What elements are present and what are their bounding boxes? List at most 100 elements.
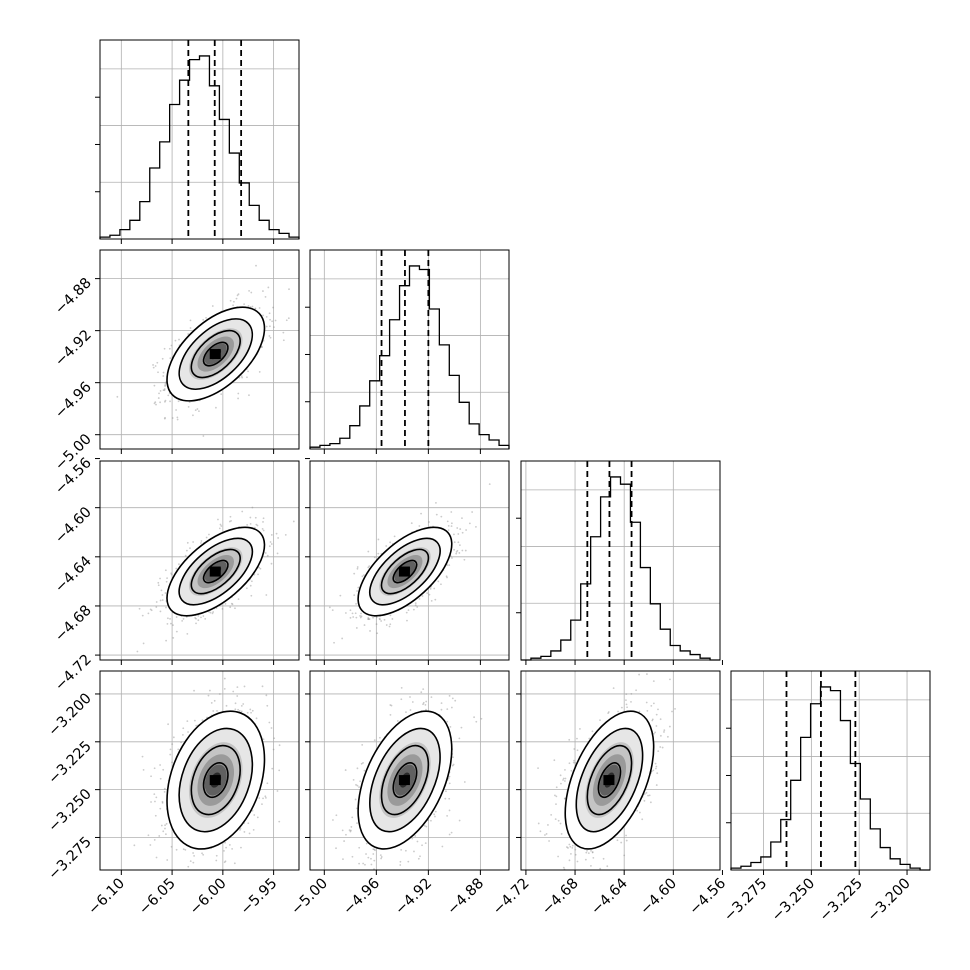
scatter-point bbox=[655, 725, 658, 727]
scatter-point bbox=[339, 594, 342, 597]
scatter-point bbox=[230, 519, 232, 522]
scatter-point bbox=[269, 336, 272, 339]
scatter-point bbox=[377, 538, 380, 541]
y-tick-label: −4.60 bbox=[52, 504, 95, 547]
scatter-point bbox=[270, 727, 273, 729]
scatter-point bbox=[550, 813, 553, 816]
scatter-point bbox=[169, 357, 172, 360]
scatter-point bbox=[389, 713, 392, 716]
scatter-point bbox=[164, 399, 167, 402]
scatter-point bbox=[372, 848, 375, 851]
scatter-point bbox=[356, 822, 358, 825]
scatter-point bbox=[367, 856, 370, 859]
scatter-point bbox=[451, 557, 453, 559]
scatter-point bbox=[370, 857, 372, 860]
scatter-point bbox=[448, 694, 451, 697]
scatter-point bbox=[159, 577, 161, 580]
scatter-point bbox=[560, 782, 562, 785]
scatter-point bbox=[380, 857, 383, 860]
scatter-point bbox=[379, 854, 382, 857]
scatter-point bbox=[201, 852, 203, 855]
x-tick-label: −3.250 bbox=[769, 876, 818, 925]
scatter-point bbox=[389, 704, 392, 706]
scatter-point bbox=[237, 293, 240, 296]
scatter-point bbox=[451, 764, 454, 767]
scatter-point bbox=[187, 405, 190, 408]
scatter-point bbox=[654, 762, 657, 765]
scatter-point bbox=[269, 541, 272, 543]
scatter-point bbox=[480, 717, 483, 720]
contour-line bbox=[190, 329, 241, 379]
scatter-point bbox=[164, 416, 166, 419]
scatter-point bbox=[272, 748, 275, 751]
scatter-point bbox=[180, 741, 183, 744]
scatter-point bbox=[193, 854, 196, 857]
scatter-point bbox=[204, 617, 207, 620]
scatter-point bbox=[259, 567, 262, 570]
scatter-point bbox=[161, 357, 164, 360]
y-tick-label: −4.64 bbox=[52, 553, 95, 596]
scatter-point bbox=[224, 860, 227, 863]
scatter-point bbox=[150, 775, 152, 778]
density-peak bbox=[209, 349, 221, 360]
scatter-point bbox=[147, 612, 150, 615]
scatter-point bbox=[218, 693, 221, 695]
scatter-point bbox=[268, 721, 271, 724]
scatter-point bbox=[273, 326, 275, 329]
contour-line bbox=[202, 762, 229, 799]
scatter-point bbox=[464, 549, 467, 552]
scatter-point bbox=[193, 719, 196, 722]
scatter-point bbox=[184, 848, 187, 851]
scatter-point bbox=[187, 731, 189, 733]
scatter-point bbox=[157, 584, 160, 587]
scatter-point bbox=[261, 803, 263, 806]
scatter-point bbox=[209, 874, 211, 876]
scatter-point bbox=[186, 541, 189, 544]
scatter-point bbox=[177, 748, 180, 751]
scatter-point bbox=[335, 847, 337, 850]
panel-background bbox=[731, 671, 930, 870]
panel-frame bbox=[309, 249, 510, 450]
scatter-point bbox=[166, 623, 169, 625]
scatter-point bbox=[416, 606, 419, 608]
scatter-point bbox=[359, 780, 362, 783]
scatter-point bbox=[447, 529, 450, 532]
scatter-point bbox=[273, 737, 276, 740]
scatter-point bbox=[585, 851, 588, 854]
scatter-point bbox=[211, 305, 214, 307]
scatter-point bbox=[270, 543, 273, 545]
scatter-point bbox=[356, 590, 358, 592]
scatter-point bbox=[422, 688, 425, 690]
scatter-point bbox=[200, 540, 203, 542]
histogram-step-line bbox=[99, 55, 300, 239]
scatter-point bbox=[584, 858, 587, 861]
scatter-point bbox=[349, 830, 352, 833]
scatter-point bbox=[435, 501, 437, 504]
scatter-point bbox=[215, 859, 218, 862]
scatter-point bbox=[171, 761, 173, 764]
scatter-point bbox=[211, 612, 214, 615]
scatter-point bbox=[158, 392, 160, 395]
scatter-point bbox=[185, 549, 188, 552]
scatter-point bbox=[461, 549, 464, 552]
x-tick-label: −3.200 bbox=[865, 876, 914, 925]
scatter-point bbox=[232, 300, 235, 303]
scatter-point bbox=[221, 607, 224, 610]
scatter-point bbox=[237, 598, 240, 601]
scatter-point bbox=[433, 587, 436, 590]
scatter-point bbox=[238, 710, 241, 712]
scatter-point bbox=[389, 541, 392, 544]
scatter-point bbox=[236, 294, 239, 297]
scatter-point bbox=[161, 594, 164, 596]
scatter-point bbox=[202, 615, 205, 617]
scatter-point bbox=[404, 849, 407, 852]
scatter-point bbox=[153, 793, 156, 796]
scatter-point bbox=[116, 395, 119, 398]
scatter-point bbox=[488, 483, 491, 485]
scatter-point bbox=[418, 525, 421, 527]
scatter-point bbox=[162, 375, 165, 377]
scatter-point bbox=[223, 849, 225, 852]
scatter-point bbox=[419, 855, 421, 858]
scatter-point bbox=[246, 523, 249, 526]
scatter-point bbox=[278, 820, 281, 823]
